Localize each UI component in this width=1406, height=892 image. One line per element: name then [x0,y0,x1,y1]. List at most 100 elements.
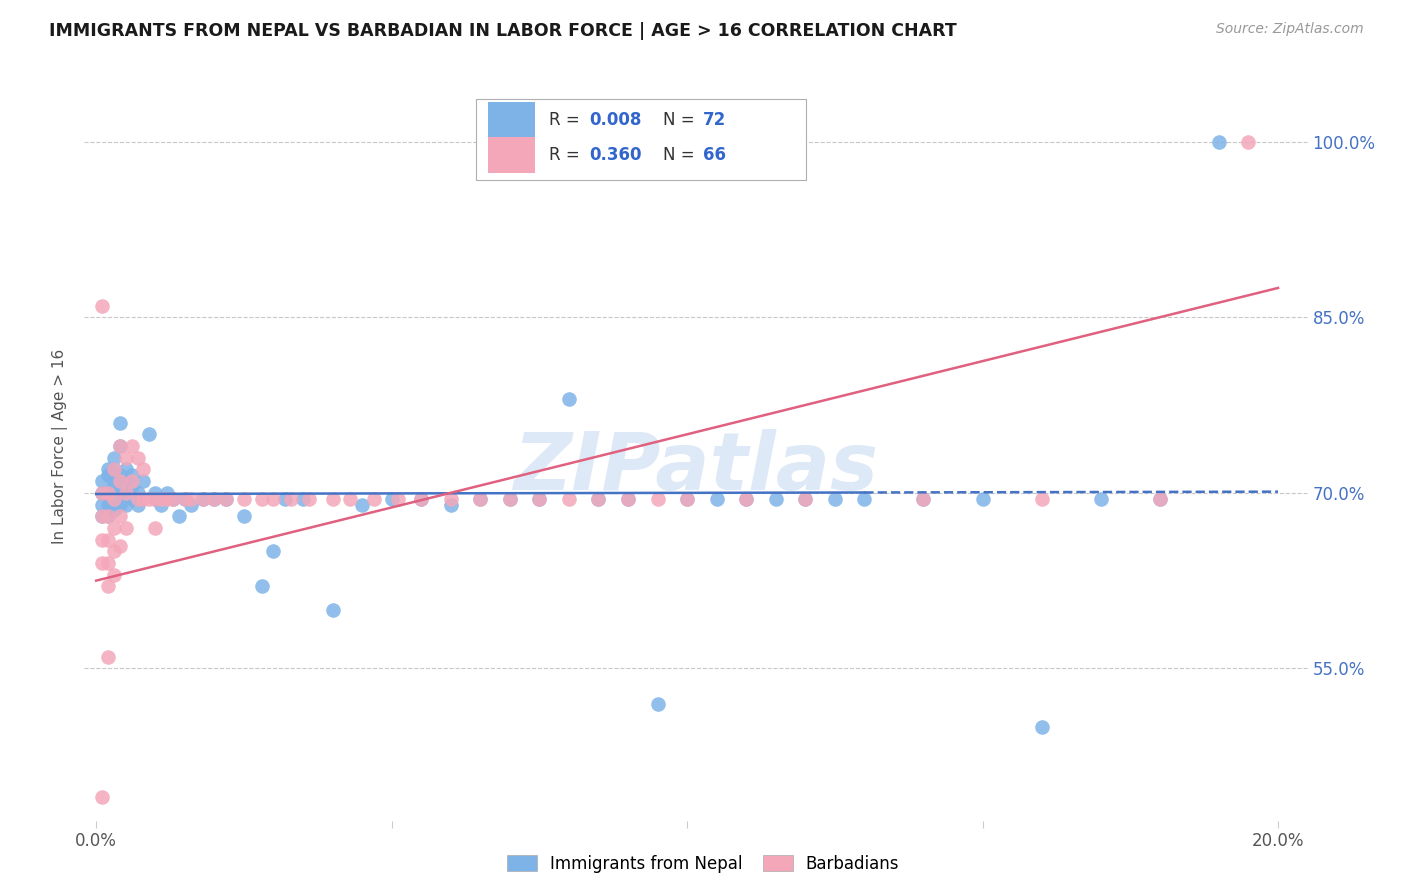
Point [180,498,202,512]
Point [103,462,125,476]
Point [121,439,143,453]
Point [132,462,155,476]
Text: R =: R = [550,112,585,129]
Point [363,491,385,506]
Point [103,491,125,506]
Point [114,474,136,488]
Point [162,491,184,506]
Point [1237,135,1260,149]
Text: R =: R = [550,145,585,163]
Point [103,491,125,506]
Point [588,491,610,506]
Point [1208,135,1230,149]
Point [97,468,120,483]
Point [156,486,179,500]
Text: ZIPatlas: ZIPatlas [513,429,879,508]
Point [114,486,136,500]
Point [97,486,120,500]
Point [121,468,143,483]
Point [108,439,131,453]
Point [108,474,131,488]
Point [250,491,273,506]
Point [794,491,817,506]
Point [180,491,202,506]
Point [138,427,160,442]
Point [588,491,610,506]
FancyBboxPatch shape [475,99,806,180]
Point [132,474,155,488]
Point [558,491,581,506]
Point [470,491,492,506]
Point [127,498,149,512]
Point [735,491,758,506]
Point [108,539,131,553]
Point [156,491,179,506]
Point [1031,491,1053,506]
Point [127,450,149,465]
Point [972,491,994,506]
Point [103,450,125,465]
Text: N =: N = [664,112,700,129]
Point [121,474,143,488]
Point [1149,491,1171,506]
Point [97,580,120,594]
Point [529,491,551,506]
Point [103,544,125,558]
Point [150,498,173,512]
Point [676,491,699,506]
Legend: Immigrants from Nepal, Barbadians: Immigrants from Nepal, Barbadians [501,848,905,880]
Point [91,498,114,512]
Point [173,491,195,506]
Text: IMMIGRANTS FROM NEPAL VS BARBADIAN IN LABOR FORCE | AGE > 16 CORRELATION CHART: IMMIGRANTS FROM NEPAL VS BARBADIAN IN LA… [49,22,957,40]
Point [1031,720,1053,734]
Point [440,491,463,506]
Point [121,491,143,506]
Point [853,491,876,506]
Point [1090,491,1112,506]
Point [381,491,404,506]
Point [91,486,114,500]
Point [114,486,136,500]
Point [292,491,315,506]
Point [91,556,114,570]
Point [121,480,143,494]
Point [912,491,935,506]
Y-axis label: In Labor Force | Age > 16: In Labor Force | Age > 16 [52,349,69,543]
Point [1149,491,1171,506]
Point [794,491,817,506]
Point [143,491,166,506]
Point [108,416,131,430]
Point [215,491,238,506]
Point [765,491,787,506]
Point [91,509,114,524]
Point [440,498,463,512]
Point [132,491,155,506]
FancyBboxPatch shape [488,102,534,138]
Point [127,486,149,500]
Point [558,392,581,407]
Point [232,509,254,524]
Point [91,299,114,313]
Point [411,491,433,506]
Point [824,491,846,506]
Text: Source: ZipAtlas.com: Source: ZipAtlas.com [1216,22,1364,37]
Point [108,439,131,453]
Point [912,491,935,506]
Point [150,491,173,506]
Point [339,491,361,506]
Point [529,491,551,506]
Point [173,491,195,506]
Point [143,521,166,535]
Point [676,491,699,506]
Text: 72: 72 [703,112,727,129]
Point [103,567,125,582]
Point [97,533,120,547]
Point [91,474,114,488]
Point [91,790,114,805]
Point [191,491,214,506]
Point [97,486,120,500]
Point [647,491,669,506]
Point [143,491,166,506]
Point [411,491,433,506]
Point [298,491,321,506]
